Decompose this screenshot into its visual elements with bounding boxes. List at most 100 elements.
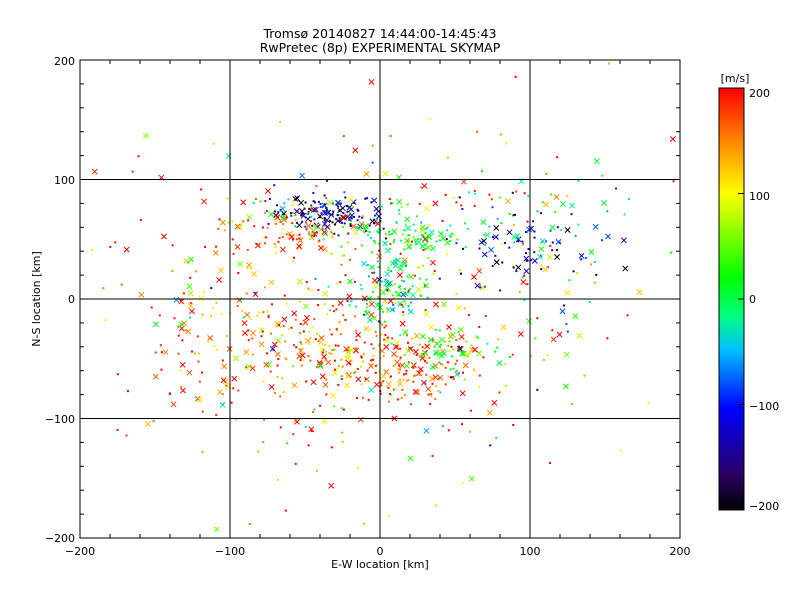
data-point-x <box>496 360 503 367</box>
data-point-dot <box>589 263 592 266</box>
data-point-x <box>407 455 414 462</box>
data-point-dot <box>420 353 423 356</box>
data-point-x <box>348 347 355 354</box>
data-point-dot <box>428 233 431 236</box>
y-tick-label: −200 <box>45 532 75 545</box>
data-point-dot <box>247 339 250 342</box>
data-point-dot <box>429 117 432 120</box>
data-point-dot <box>137 155 140 158</box>
data-point-dot <box>301 212 304 215</box>
data-point-x <box>321 220 328 227</box>
data-point-dot <box>169 392 172 395</box>
data-point-dot <box>299 341 302 344</box>
data-point-dot <box>425 361 428 364</box>
data-point-dot <box>387 266 390 269</box>
data-point-dot <box>152 419 155 422</box>
data-point-dot <box>307 355 310 358</box>
data-point-dot <box>282 213 285 216</box>
data-point-x <box>268 279 275 286</box>
data-point-dot <box>399 239 402 242</box>
data-point-dot <box>503 242 506 245</box>
data-point-dot <box>281 228 284 231</box>
data-point-x <box>196 397 203 403</box>
data-point-dot <box>398 371 401 374</box>
data-point-dot <box>299 322 302 325</box>
data-point-dot <box>317 289 320 292</box>
data-point-dot <box>248 522 251 525</box>
data-point-x <box>265 361 272 368</box>
data-point-dot <box>356 367 359 370</box>
data-point-x <box>476 268 483 274</box>
data-point-x <box>299 172 306 179</box>
data-point-x <box>588 249 595 255</box>
data-point-dot <box>606 210 609 213</box>
data-point-x <box>236 297 243 304</box>
data-point-x <box>462 362 469 369</box>
data-point-dot <box>415 215 418 218</box>
data-point-x <box>404 216 411 223</box>
data-point-dot <box>400 303 403 306</box>
data-point-dot <box>290 214 293 217</box>
data-point-x <box>460 350 467 357</box>
data-point-dot <box>461 350 464 353</box>
data-point-dot <box>220 312 223 315</box>
data-point-dot <box>437 358 440 361</box>
data-point-dot <box>287 327 290 330</box>
data-point-x <box>361 295 368 302</box>
data-point-dot <box>360 244 363 247</box>
data-point-dot <box>382 227 385 230</box>
data-point-dot <box>568 279 571 282</box>
data-point-x <box>170 401 177 408</box>
data-point-x <box>344 355 351 362</box>
data-point-dot <box>410 337 413 340</box>
data-point-dot <box>336 367 339 370</box>
data-point-dot <box>160 368 163 371</box>
data-point-x <box>291 382 298 389</box>
data-point-x <box>400 261 407 268</box>
data-point-dot <box>412 380 415 383</box>
data-point-dot <box>441 219 444 222</box>
data-point-dot <box>403 287 406 290</box>
data-point-dot <box>527 195 530 198</box>
data-point-dot <box>334 344 337 347</box>
data-point-dot <box>349 362 352 365</box>
data-point-dot <box>354 315 357 318</box>
data-point-dot <box>258 311 261 314</box>
data-point-dot <box>396 355 399 358</box>
data-point-dot <box>412 366 415 369</box>
data-point-dot <box>319 202 322 205</box>
data-point-x <box>337 300 344 307</box>
data-point-dot <box>476 130 479 133</box>
data-point-dot <box>422 248 425 251</box>
data-point-dot <box>386 307 389 310</box>
data-point-dot <box>515 190 518 193</box>
data-point-dot <box>551 249 554 252</box>
data-point-x <box>563 383 569 390</box>
data-point-x <box>422 236 428 243</box>
data-point-dot <box>393 239 396 242</box>
data-point-dot <box>468 191 471 194</box>
data-point-dot <box>368 224 371 227</box>
data-point-dot <box>350 219 353 222</box>
data-point-dot <box>274 245 277 248</box>
data-point-dot <box>340 375 343 378</box>
data-point-dot <box>521 243 524 246</box>
data-point-dot <box>419 294 422 297</box>
data-point-dot <box>335 282 338 285</box>
data-point-dot <box>349 224 352 227</box>
data-point-dot <box>384 237 387 240</box>
data-point-dot <box>177 334 180 337</box>
data-point-dot <box>435 240 438 243</box>
data-point-x <box>368 301 375 308</box>
data-point-dot <box>324 350 327 353</box>
data-point-dot <box>491 264 494 267</box>
data-point-dot <box>342 314 345 317</box>
data-point-x <box>179 361 186 368</box>
data-point-dot <box>322 238 325 241</box>
data-point-dot <box>189 302 192 305</box>
data-point-x <box>515 236 522 243</box>
data-point-dot <box>425 227 428 230</box>
data-point-dot <box>503 363 506 366</box>
data-point-dot <box>403 353 406 356</box>
data-point-dot <box>177 325 180 328</box>
